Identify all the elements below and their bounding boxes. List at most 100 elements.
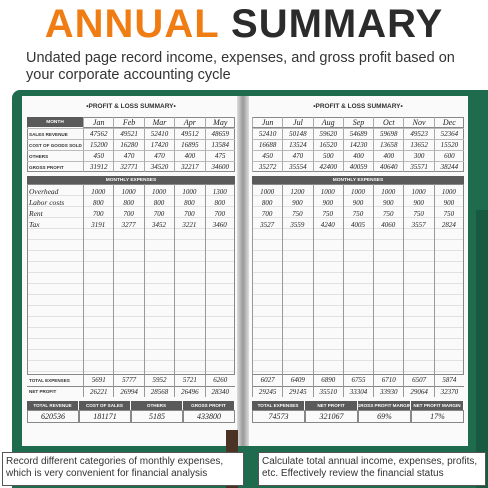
pl-value: 15520 [433, 139, 464, 150]
row-label: GROSS PROFIT [27, 161, 83, 172]
total-value: 6755 [342, 374, 374, 386]
expense-value: 3559 [290, 220, 305, 229]
expenses-frame [27, 184, 235, 397]
expense-label: Tax [29, 220, 40, 229]
title-accent: ANNUAL [44, 2, 219, 46]
pl-value: 470 [143, 150, 175, 161]
expense-value: 3191 [91, 220, 106, 229]
column-rule [433, 184, 435, 397]
pl-value: 13524 [282, 139, 313, 150]
pl-value: 34520 [143, 161, 175, 172]
expenses-header: MONTHLY EXPENSES [27, 176, 235, 184]
total-value: 5952 [143, 374, 175, 386]
pl-value: 32217 [174, 161, 205, 172]
section-title: •PROFIT & LOSS SUMMARY• [86, 102, 176, 110]
column-rule [113, 184, 114, 397]
elastic-strap [476, 210, 488, 488]
pl-value: 40059 [342, 161, 374, 172]
pl-value: 16520 [312, 139, 343, 150]
expense-value: 900 [292, 198, 303, 207]
expense-value: 750 [352, 209, 364, 218]
pl-value: 38244 [433, 161, 464, 172]
expense-value: 750 [413, 209, 424, 218]
title-rest: SUMMARY [231, 2, 444, 46]
month-name: Nov [403, 117, 434, 128]
total-value: 5721 [174, 374, 205, 386]
total-value: 28340 [204, 385, 235, 397]
pl-value: 300 [403, 150, 434, 161]
summary-label: GROSS PROFIT MARGIN [358, 401, 411, 410]
summary-value: 5185 [131, 410, 183, 423]
row-label: OTHERS [27, 150, 83, 161]
caption-right: Calculate total annual income, expenses,… [258, 452, 486, 486]
expense-value: 750 [383, 209, 394, 218]
column-rule [83, 184, 84, 397]
month-name: Sep [342, 117, 374, 128]
expense-value: 800 [123, 198, 134, 207]
total-value: 32370 [433, 385, 464, 397]
month-name: Dec [433, 117, 464, 128]
summary-value: 181171 [79, 410, 131, 423]
expense-value: 3452 [151, 220, 166, 229]
pl-value: 400 [174, 150, 205, 161]
pl-value: 52364 [433, 128, 464, 139]
pl-value: 450 [252, 150, 283, 161]
month-name: Oct [373, 117, 404, 128]
expense-value: 4005 [350, 220, 365, 229]
pl-value: 40640 [373, 161, 404, 172]
expense-label: Overhead [29, 187, 59, 196]
total-value: 5691 [83, 374, 114, 386]
expense-value: 800 [261, 198, 273, 207]
summary-label: COST OF SALES [79, 401, 131, 410]
expense-value: 2824 [441, 220, 456, 229]
summary-label: TOTAL REVENUE [27, 401, 79, 410]
summary-label: TOTAL EXPENSES [252, 401, 305, 410]
pl-value: 13658 [373, 139, 404, 150]
total-value: 29245 [252, 385, 283, 397]
pl-value: 34600 [204, 161, 235, 172]
pl-value: 13652 [403, 139, 434, 150]
total-value: 26221 [83, 385, 114, 397]
pl-value: 15200 [83, 139, 114, 150]
pl-value: 16895 [174, 139, 205, 150]
pl-value: 16688 [252, 139, 283, 150]
total-value: 33304 [342, 385, 374, 397]
pl-value: 400 [342, 150, 374, 161]
column-rule [174, 184, 175, 397]
expense-value: 900 [413, 198, 424, 207]
pl-value: 48659 [204, 128, 235, 139]
pl-value: 475 [204, 150, 235, 161]
month-header: MONTH [27, 117, 83, 127]
total-value: 5777 [113, 374, 144, 386]
expense-value: 1000 [182, 187, 197, 196]
subtitle: Undated page record income, expenses, an… [26, 50, 455, 83]
summary-label: NET PROFIT MARGIN [411, 401, 464, 410]
total-value: 29145 [282, 385, 313, 397]
pl-value: 31912 [83, 161, 114, 172]
expense-value: 3277 [121, 220, 136, 229]
expense-value: 900 [322, 198, 333, 207]
column-rule [252, 184, 253, 397]
total-label: TOTAL EXPENSES [27, 374, 83, 386]
pl-value: 14230 [342, 139, 374, 150]
pl-value: 59698 [373, 128, 404, 139]
expense-label: Rent [29, 209, 43, 218]
pl-value: 400 [373, 150, 404, 161]
summary-value: 17% [411, 410, 464, 423]
total-label: NET PROFIT [27, 385, 83, 397]
expense-value: 700 [184, 209, 195, 218]
expense-value: 800 [214, 198, 226, 207]
summary-value: 620536 [27, 410, 79, 423]
expense-value: 1000 [91, 187, 106, 196]
summary-value: 321067 [305, 410, 358, 423]
expense-value: 1000 [151, 187, 166, 196]
pl-value: 600 [433, 150, 464, 161]
total-value: 35510 [312, 385, 343, 397]
pl-value: 47562 [83, 128, 114, 139]
row-label: SALES REVENUE [27, 128, 83, 139]
expense-value: 4060 [381, 220, 396, 229]
column-rule [282, 184, 283, 397]
pl-value: 49512 [174, 128, 205, 139]
expense-value: 1000 [320, 187, 335, 196]
